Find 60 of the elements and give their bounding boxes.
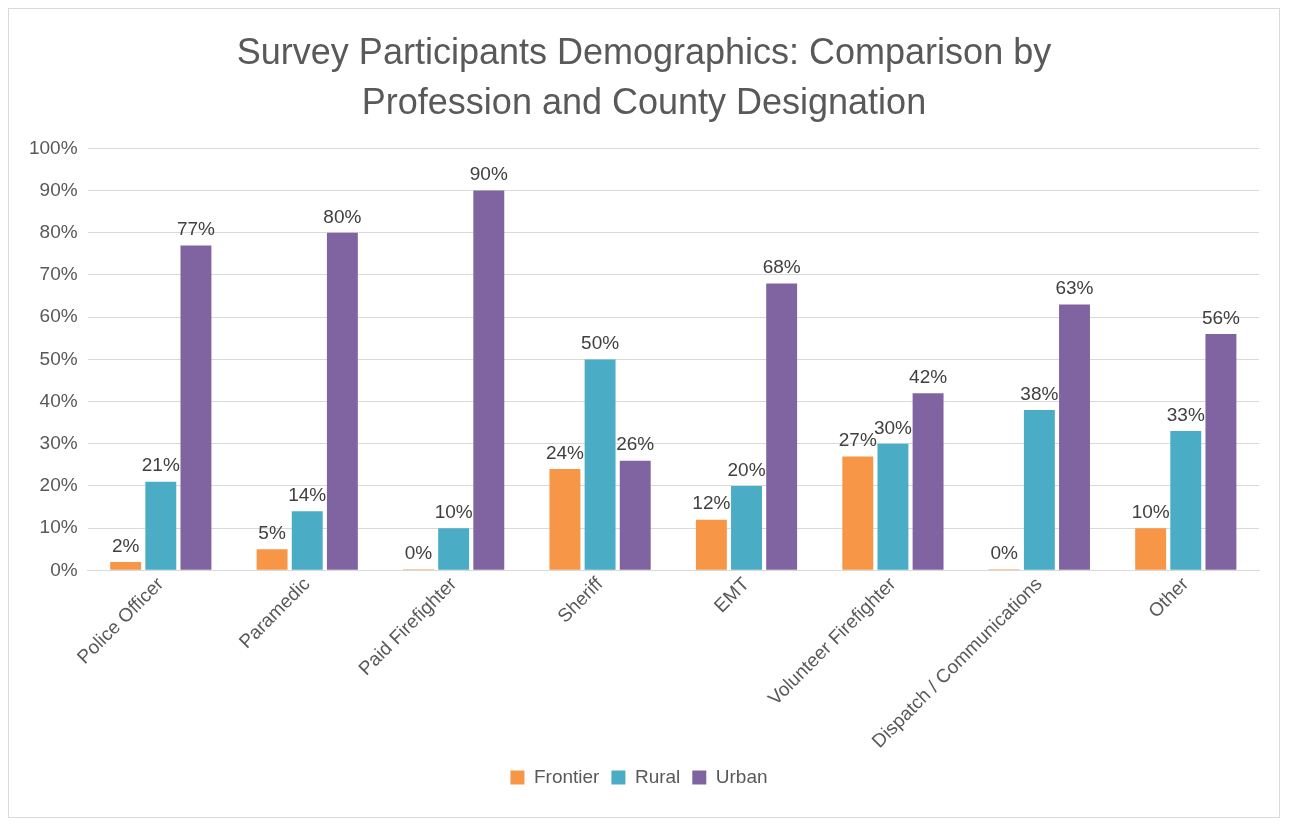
- y-tick-label: 20%: [39, 474, 78, 496]
- data-label: 38%: [1020, 382, 1059, 404]
- bar: [912, 393, 944, 570]
- bar: [473, 190, 505, 570]
- chart-title: Survey Participants Demographics: Comparison by Profession and County Designation: [235, 30, 1053, 124]
- data-label: 2%: [111, 534, 140, 556]
- y-tick-label: 60%: [39, 305, 78, 327]
- bar: [180, 245, 212, 570]
- bar: [1205, 334, 1237, 570]
- legend-label: Frontier: [533, 765, 601, 787]
- data-label: 21%: [141, 454, 180, 476]
- data-label: 80%: [323, 205, 362, 227]
- bar: [326, 232, 358, 570]
- data-label: 68%: [762, 256, 801, 278]
- bar: [438, 528, 470, 570]
- bar: [291, 511, 323, 570]
- bar: [877, 443, 909, 570]
- data-label: 42%: [909, 365, 948, 387]
- y-tick-label: 30%: [39, 432, 78, 453]
- data-label: 10%: [1131, 500, 1170, 522]
- data-label: 26%: [616, 433, 655, 455]
- y-tick-label: 80%: [39, 221, 78, 243]
- y-tick-label: 50%: [39, 347, 78, 369]
- data-label: 30%: [873, 416, 913, 438]
- data-label: 24%: [545, 441, 585, 463]
- bar: [731, 485, 762, 570]
- y-tick-label: 70%: [39, 263, 78, 285]
- legend-label: Urban: [715, 765, 768, 787]
- y-tick-label: 90%: [39, 178, 78, 200]
- bar: [110, 561, 142, 570]
- data-label: 14%: [288, 484, 327, 506]
- data-label: 33%: [1166, 403, 1205, 425]
- bar: [1170, 431, 1202, 570]
- bar: [1059, 304, 1090, 570]
- y-tick-label: 40%: [39, 389, 78, 411]
- bar: [766, 283, 798, 570]
- data-label: 20%: [727, 458, 766, 480]
- bar: [256, 549, 288, 570]
- data-label: 0%: [404, 542, 433, 564]
- data-label: 56%: [1201, 306, 1241, 328]
- bar: [842, 456, 874, 570]
- y-tick-label: 10%: [39, 516, 78, 538]
- bar: [619, 460, 651, 570]
- data-label: 77%: [176, 218, 216, 240]
- data-label: 5%: [258, 521, 286, 543]
- bar: [549, 469, 581, 570]
- bar: [695, 519, 727, 570]
- bar: [145, 481, 177, 570]
- legend-label: Rural: [634, 765, 681, 787]
- y-tick-label: 100%: [28, 136, 78, 158]
- bar: [1135, 528, 1167, 570]
- data-label: 12%: [692, 492, 731, 514]
- data-label: 10%: [434, 500, 473, 522]
- data-label: 0%: [990, 542, 1019, 564]
- bar: [584, 359, 616, 570]
- y-tick-label: 0%: [50, 558, 78, 580]
- data-label: 50%: [581, 332, 620, 354]
- bar: [1023, 410, 1055, 570]
- data-label: 63%: [1055, 277, 1094, 299]
- data-label: 90%: [469, 163, 508, 185]
